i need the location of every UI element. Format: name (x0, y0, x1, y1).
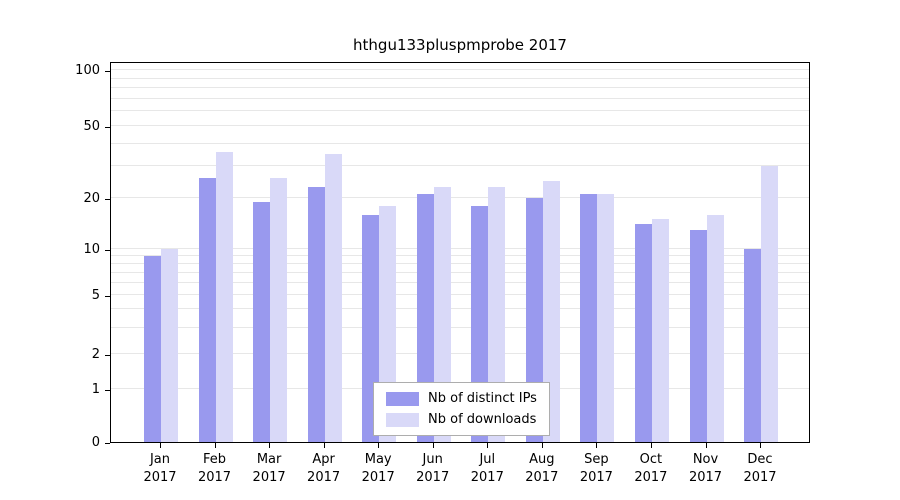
bar-downloads (215, 152, 233, 442)
chart-title: hthgu133pluspmprobe 2017 (353, 36, 567, 54)
bar-distinct-ips (198, 177, 216, 442)
x-tick-label: Sep 2017 (579, 452, 613, 485)
bar-distinct-ips (525, 198, 543, 442)
bar-distinct-ips (416, 194, 434, 442)
x-tick-mark (378, 443, 380, 448)
x-tick-label: Feb 2017 (197, 452, 232, 485)
gridline (111, 165, 809, 167)
legend-item-distinct-ips: Nb of distinct IPs (386, 391, 537, 406)
bar-downloads (706, 214, 724, 442)
y-tick-mark (105, 249, 110, 251)
x-tick-label: Dec 2017 (743, 452, 777, 485)
gridline (111, 142, 809, 144)
gridline (111, 110, 809, 112)
x-tick-label: May 2017 (361, 452, 395, 485)
x-tick-mark (323, 443, 325, 448)
y-tick-label: 10 (83, 241, 100, 257)
gridline (111, 281, 809, 283)
x-tick-mark (269, 443, 271, 448)
bar-downloads (761, 166, 778, 442)
legend-label-downloads: Nb of downloads (428, 412, 537, 427)
legend: Nb of distinct IPs Nb of downloads (373, 382, 550, 436)
legend-item-downloads: Nb of downloads (386, 412, 537, 427)
y-tick-mark (105, 127, 110, 129)
y-tick-label: 2 (91, 346, 100, 362)
x-tick-mark (160, 443, 161, 448)
bar-downloads (270, 177, 288, 442)
y-tick-mark (105, 390, 110, 391)
bar-distinct-ips (144, 255, 161, 442)
x-tick-mark (760, 443, 761, 448)
gridline (111, 98, 809, 99)
gridline (111, 69, 809, 71)
x-tick-mark (487, 443, 489, 448)
bar-distinct-ips (744, 248, 761, 442)
gridline (111, 247, 809, 249)
gridline (111, 271, 809, 273)
gridline (111, 87, 809, 89)
y-tick-mark (105, 71, 110, 73)
gridline (111, 125, 809, 127)
legend-label-distinct-ips: Nb of distinct IPs (428, 391, 537, 406)
x-tick-label: Mar 2017 (252, 452, 286, 485)
y-tick-label: 100 (75, 63, 100, 79)
x-tick-label: Jan 2017 (143, 452, 177, 485)
y-tick-label: 5 (91, 287, 100, 303)
legend-swatch-downloads (386, 412, 419, 427)
x-tick-mark (596, 443, 598, 448)
plot-area: Nb of distinct IPs Nb of downloads (110, 62, 810, 443)
x-tick-mark (214, 443, 216, 448)
gridline (111, 197, 809, 199)
y-tick-label: 20 (83, 191, 100, 207)
gridlines (111, 63, 809, 442)
x-tick-label: Aug 2017 (525, 452, 559, 485)
bar-downloads (324, 154, 342, 442)
y-tick-mark (105, 355, 110, 356)
gridline (111, 262, 809, 264)
bar-downloads (651, 219, 669, 442)
x-tick-mark (432, 443, 434, 448)
bar-downloads (597, 194, 615, 442)
bar-downloads (161, 248, 178, 442)
bar-downloads (433, 187, 451, 442)
gridline (111, 353, 809, 354)
x-tick-label: Oct 2017 (634, 452, 668, 485)
bar-downloads (488, 187, 506, 442)
y-tick-label: 50 (83, 119, 100, 135)
bar-distinct-ips (634, 224, 652, 442)
x-tick-label: Jul 2017 (470, 452, 504, 485)
gridline (111, 326, 809, 328)
gridline (111, 293, 809, 295)
y-tick-label: 1 (91, 382, 100, 398)
gridline (111, 308, 809, 310)
bar-distinct-ips (307, 187, 325, 442)
bar-distinct-ips (689, 229, 707, 442)
x-tick-mark (650, 443, 652, 448)
x-tick-label: Apr 2017 (307, 452, 341, 485)
bar-downloads (542, 180, 560, 442)
legend-swatch-distinct-ips (386, 391, 419, 406)
x-tick-mark (541, 443, 543, 448)
x-tick-label: Jun 2017 (416, 452, 450, 485)
x-tick-mark (705, 443, 707, 448)
y-tick-mark (105, 295, 110, 297)
bar-distinct-ips (580, 194, 598, 442)
y-tick-mark (105, 199, 110, 201)
gridline (111, 77, 809, 79)
y-tick-mark (105, 443, 110, 444)
x-tick-label: Nov 2017 (688, 452, 723, 485)
bar-distinct-ips (253, 201, 271, 442)
gridline (111, 254, 809, 256)
y-tick-label: 0 (91, 435, 100, 450)
